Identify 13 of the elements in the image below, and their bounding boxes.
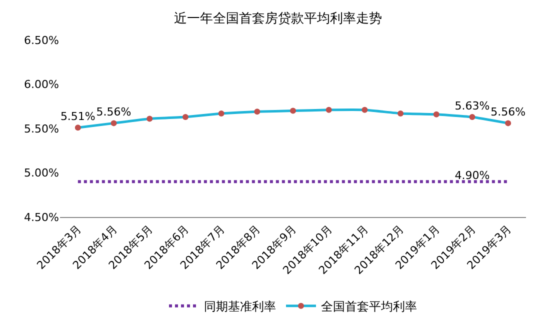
- y-tick-label: 6.50%: [24, 34, 59, 47]
- y-tick-label: 5.00%: [24, 166, 59, 180]
- y-tick-label: 6.00%: [24, 78, 59, 92]
- y-tick-label: 4.50%: [24, 210, 59, 224]
- legend-label: 同期基准利率: [204, 300, 276, 314]
- chart-title: 近一年全国首套房贷款平均利率走势: [174, 10, 382, 26]
- data-label: 5.56%: [490, 106, 526, 119]
- data-label: 5.63%: [454, 100, 490, 112]
- y-tick-label: 5.50%: [24, 122, 59, 136]
- data-label: 5.51%: [60, 110, 96, 124]
- legend-label: 全国首套平均利率: [321, 300, 417, 314]
- data-label: 4.90%: [454, 168, 490, 182]
- data-label: 5.56%: [96, 106, 132, 119]
